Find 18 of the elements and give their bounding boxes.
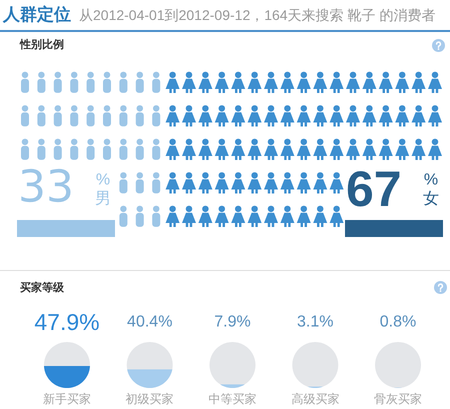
category-label: % 男 [95, 172, 111, 208]
data-label: 3.1% [297, 314, 334, 330]
category-label: 新手买家 [42, 392, 91, 406]
data-label: 47.9% [34, 309, 100, 335]
text: 性别比例 [19, 38, 64, 51]
category-label: 初级买家 [126, 392, 174, 406]
text: 人群定位 [2, 5, 71, 24]
text: 买家等级 [20, 281, 65, 294]
data-label: 0.8% [380, 314, 416, 330]
data-label: 33 [18, 162, 74, 212]
data-label: 7.9% [214, 314, 251, 330]
data-label: 40.4% [127, 314, 172, 330]
category-label: % 女 [423, 172, 439, 208]
text: 从2012-04-01到2012-09-12，164天来搜索 靴子 的消费者 [79, 7, 436, 23]
category-label: 高级买家 [291, 392, 340, 406]
category-label: 骨灰买家 [374, 392, 422, 406]
category-label: 中等买家 [208, 392, 256, 406]
data-label: 67 [346, 161, 402, 217]
